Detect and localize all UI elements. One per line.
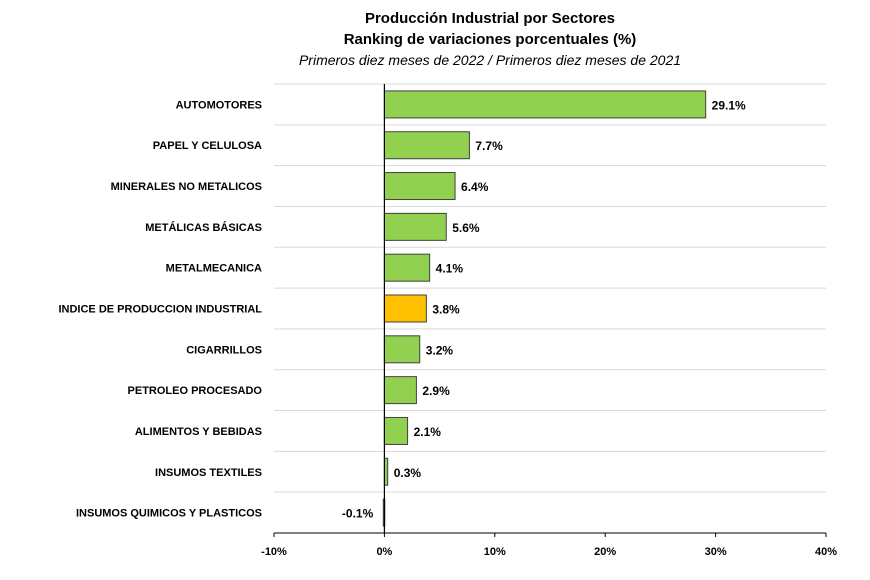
value-label: 29.1% bbox=[712, 98, 746, 112]
category-label: INSUMOS TEXTILES bbox=[155, 467, 262, 479]
bar bbox=[383, 335, 421, 364]
bar bbox=[383, 172, 456, 201]
value-label: 3.8% bbox=[432, 303, 460, 317]
category-label: INDICE DE PRODUCCION INDUSTRIAL bbox=[58, 304, 262, 316]
value-label: 2.9% bbox=[422, 384, 450, 398]
x-tick-label: 40% bbox=[815, 546, 837, 558]
category-label: ALIMENTOS Y BEBIDAS bbox=[135, 426, 262, 438]
bars bbox=[382, 90, 707, 527]
x-tick-label: 0% bbox=[376, 546, 392, 558]
category-label: PAPEL Y CELULOSA bbox=[153, 140, 262, 152]
chart-title: Producción Industrial por Sectores bbox=[364, 10, 616, 27]
category-label: MINERALES NO METALICOS bbox=[111, 181, 262, 193]
chart-note: Primeros diez meses de 2022 / Primeros d… bbox=[298, 52, 682, 68]
bar bbox=[383, 131, 470, 160]
bar bbox=[383, 212, 447, 241]
x-tick-label: -10% bbox=[261, 546, 287, 558]
value-label: 5.6% bbox=[452, 221, 480, 235]
value-label: -0.1% bbox=[342, 507, 374, 521]
category-label: CIGARRILLOS bbox=[186, 344, 262, 356]
axes bbox=[273, 84, 827, 537]
category-label: METÁLICAS BÁSICAS bbox=[145, 221, 262, 234]
bar bbox=[383, 253, 431, 282]
bar bbox=[383, 416, 409, 445]
chart-header: Producción Industrial por Sectores Ranki… bbox=[160, 8, 820, 71]
value-label: 6.4% bbox=[461, 180, 489, 194]
category-label: PETROLEO PROCESADO bbox=[128, 385, 263, 397]
bar bbox=[383, 376, 417, 405]
category-label: METALMECANICA bbox=[166, 263, 262, 275]
x-tick-label: 20% bbox=[594, 546, 616, 558]
chart-subtitle: Ranking de variaciones porcentuales (%) bbox=[343, 31, 637, 48]
category-label: AUTOMOTORES bbox=[176, 99, 262, 111]
bar bbox=[383, 294, 427, 323]
bar bbox=[383, 90, 707, 119]
labels: AUTOMOTORES 29.1% PAPEL Y CELULOSA 7.7% MINE… bbox=[58, 98, 837, 558]
value-label: 7.7% bbox=[475, 139, 503, 153]
value-label: 2.1% bbox=[414, 425, 442, 439]
value-label: 4.1% bbox=[436, 262, 464, 276]
x-tick-label: 10% bbox=[484, 546, 506, 558]
grid-lines bbox=[274, 83, 826, 493]
value-label: 0.3% bbox=[394, 466, 422, 480]
category-label: INSUMOS QUIMICOS Y PLASTICOS bbox=[76, 508, 262, 520]
value-label: 3.2% bbox=[426, 343, 454, 357]
x-tick-label: 30% bbox=[705, 546, 727, 558]
